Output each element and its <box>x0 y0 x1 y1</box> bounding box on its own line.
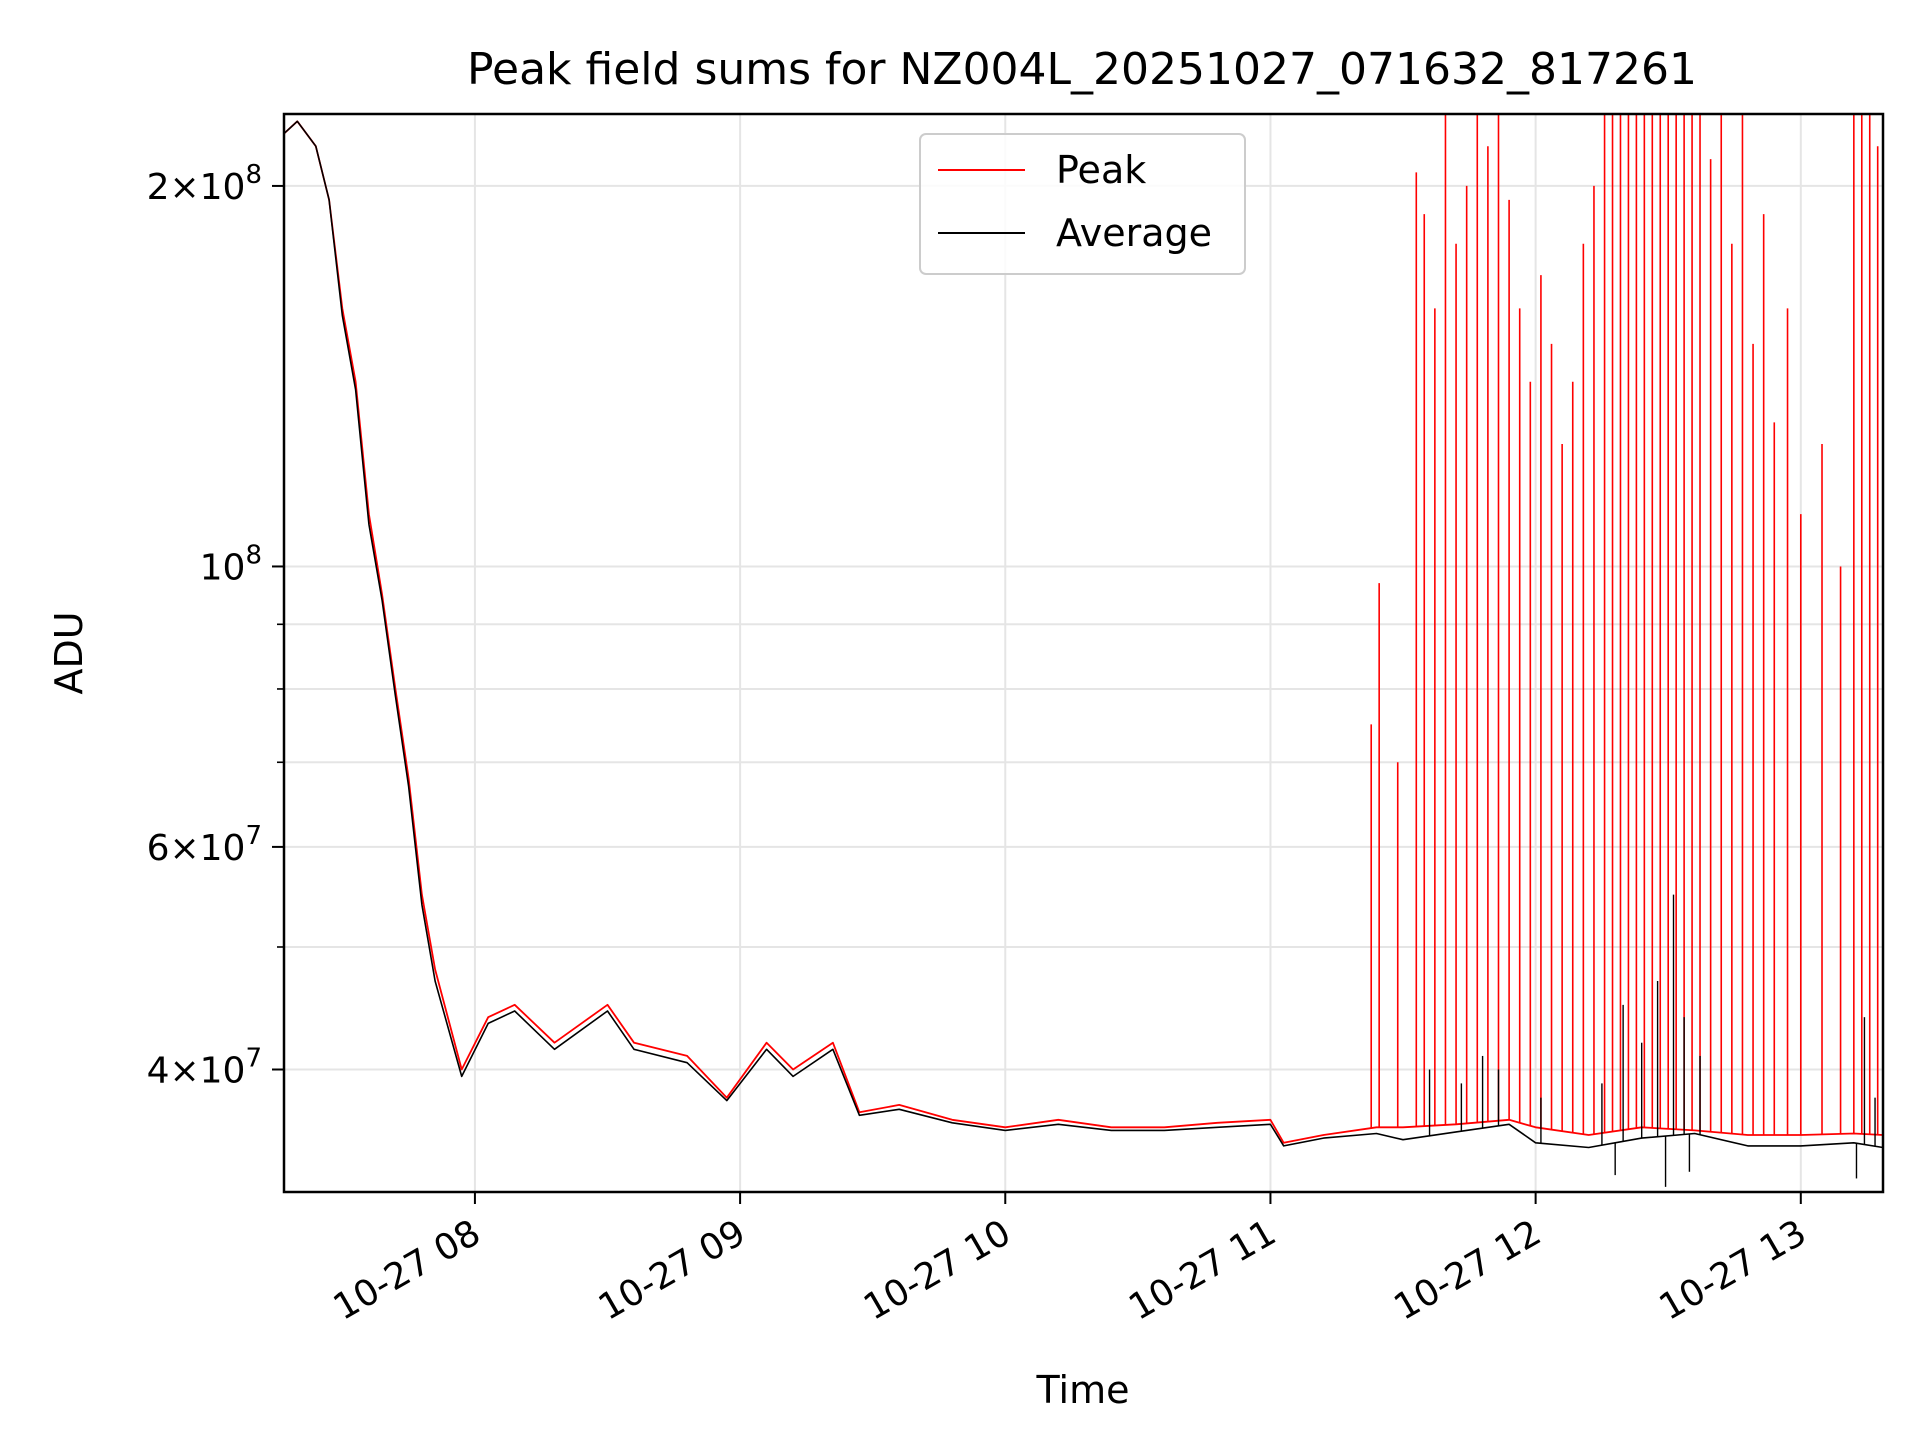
y-tick-exponent: 8 <box>245 540 262 570</box>
y-tick-mantissa: 6 <box>147 828 170 869</box>
chart-title: Peak field sums for NZ004L_20251027_0716… <box>467 44 1697 95</box>
y-tick-mantissa: 4 <box>147 1050 170 1091</box>
y-tick-label: 4×107 <box>147 1043 262 1091</box>
y-tick-label: 108 <box>200 540 262 588</box>
y-axis-label: ADU <box>47 611 91 694</box>
y-tick-base: 10 <box>200 828 246 869</box>
series-line-peak <box>284 120 1883 1144</box>
plot-frame <box>282 112 1885 1194</box>
y-tick-label: 2×108 <box>147 160 262 208</box>
y-tick-label: 6×107 <box>147 821 262 869</box>
y-tick-base: 10 <box>200 547 246 588</box>
y-tick-exponent: 8 <box>245 160 262 190</box>
grid <box>284 114 1883 1192</box>
y-tick-times: × <box>169 828 199 869</box>
series-layer <box>284 114 1883 1187</box>
series-line-average <box>284 120 1883 1149</box>
y-tick-times: × <box>169 167 199 208</box>
y-tick-exponent: 7 <box>245 821 262 851</box>
legend: Peak Average <box>919 133 1246 275</box>
legend-average-label: Average <box>1056 211 1212 255</box>
y-tick-exponent: 7 <box>245 1043 262 1073</box>
legend-peak-label: Peak <box>1056 148 1146 192</box>
y-tick-mantissa: 2 <box>147 167 170 208</box>
y-tick-times: × <box>169 1050 199 1091</box>
x-axis-label: Time <box>1036 1368 1130 1412</box>
y-tick-base: 10 <box>200 1050 246 1091</box>
y-tick-base: 10 <box>200 167 246 208</box>
